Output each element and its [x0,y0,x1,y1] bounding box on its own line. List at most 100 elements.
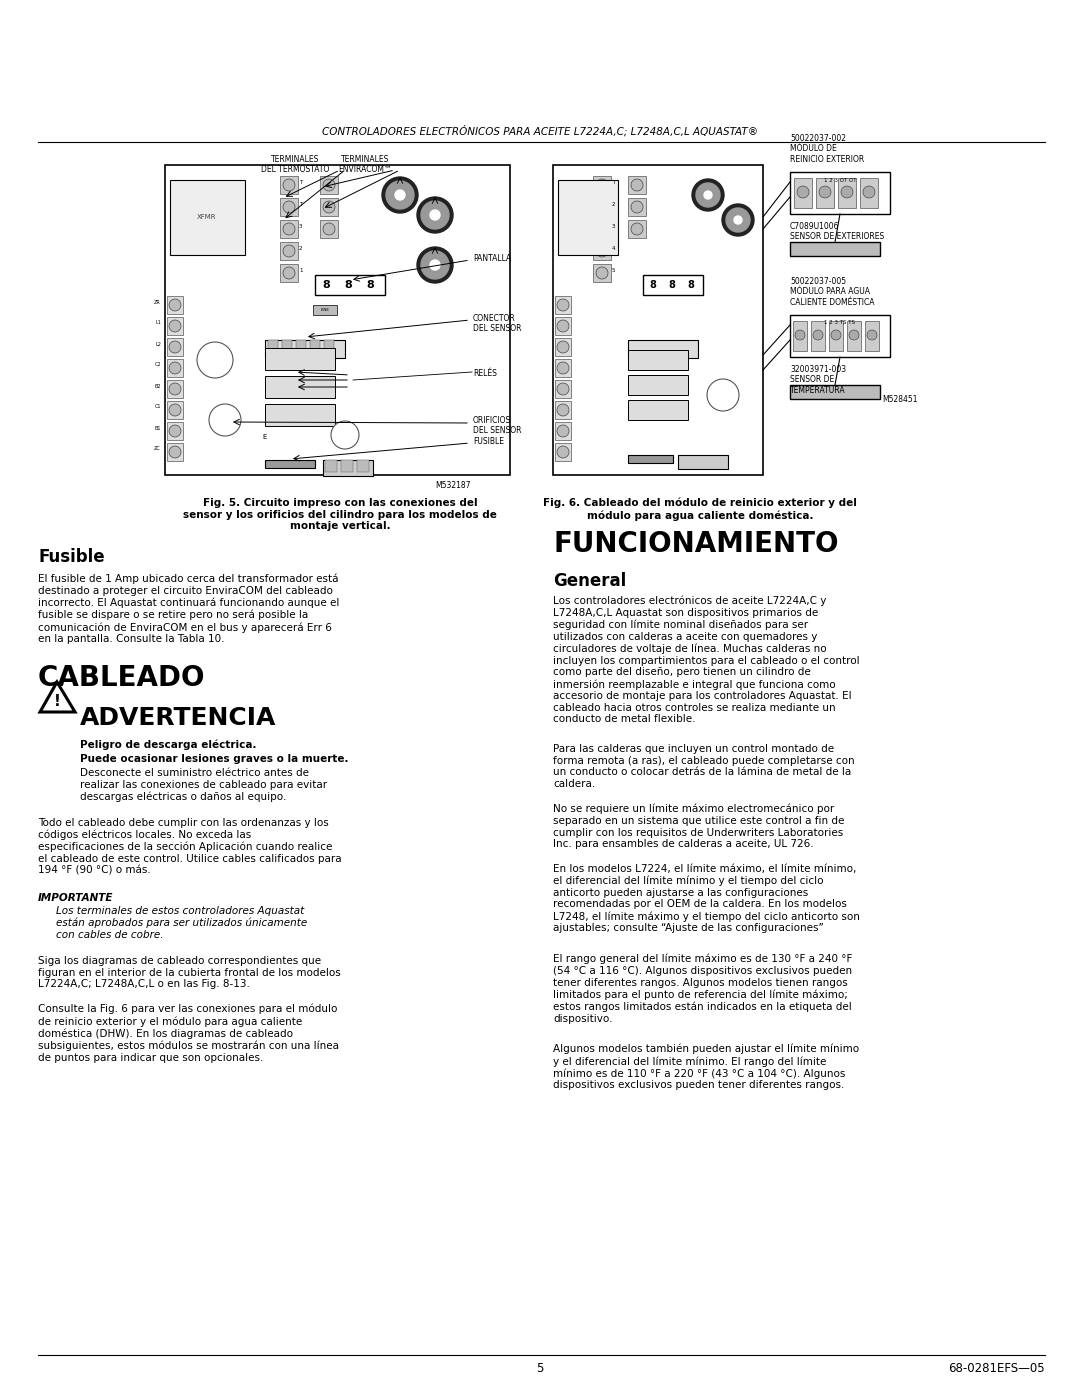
Bar [555,443,571,461]
Text: 4: 4 [612,246,616,250]
Text: FUNCIONAMIENTO: FUNCIONAMIENTO [553,529,838,557]
Text: ORIFICIOS
DEL SENSOR: ORIFICIOS DEL SENSOR [473,416,522,436]
Circle shape [323,224,335,235]
Bar [357,460,369,472]
Circle shape [168,299,181,312]
Bar [860,177,878,208]
Circle shape [631,201,643,212]
Circle shape [168,383,181,395]
Bar [555,422,571,440]
Bar [265,404,335,426]
Circle shape [395,190,405,200]
Text: L2: L2 [156,341,161,346]
Bar [280,176,298,194]
Bar [265,376,335,398]
Text: RELÉS: RELÉS [473,369,497,379]
Circle shape [696,183,720,207]
Bar [265,339,345,358]
Bar [170,180,245,256]
Text: Los controladores electrónicos de aceite L7224A,C y
L7248A,C,L Aquastat son disp: Los controladores electrónicos de aceite… [553,597,860,724]
Bar [593,198,611,217]
Text: 3: 3 [612,224,616,229]
Bar [789,314,890,358]
Circle shape [596,224,608,235]
Text: Peligro de descarga eléctrica.: Peligro de descarga eléctrica. [80,740,257,750]
Text: 50022037-005
MÓDULO PARA AGUA
CALIENTE DOMÉSTICA: 50022037-005 MÓDULO PARA AGUA CALIENTE D… [789,277,875,307]
Circle shape [168,320,181,332]
Bar [627,176,646,194]
Text: 5: 5 [537,1362,543,1375]
Bar [593,176,611,194]
Text: L1: L1 [156,320,161,326]
Bar [811,321,825,351]
Bar [555,296,571,314]
Circle shape [168,362,181,374]
Circle shape [596,179,608,191]
Text: 50022037-002
MÓDULO DE
REINICIO EXTERIOR: 50022037-002 MÓDULO DE REINICIO EXTERIOR [789,134,864,163]
Text: B2: B2 [154,384,161,388]
Bar [324,339,334,353]
Text: 8: 8 [688,279,694,291]
Text: Fusible: Fusible [38,548,105,566]
Text: IMPORTANTE: IMPORTANTE [38,893,113,902]
Circle shape [734,217,742,224]
Bar [268,339,278,353]
Circle shape [726,208,750,232]
Text: Puede ocasionar lesiones graves o la muerte.: Puede ocasionar lesiones graves o la mue… [80,754,349,764]
Text: E: E [262,434,267,440]
Circle shape [283,267,295,279]
Circle shape [831,330,841,339]
Text: ZC: ZC [154,447,161,451]
Bar [323,460,373,476]
Circle shape [283,179,295,191]
Text: Los terminales de estos controladores Aquastat
están aprobados para ser utilizad: Los terminales de estos controladores Aq… [56,907,307,940]
Bar [320,198,338,217]
Circle shape [430,210,440,219]
Bar [555,380,571,398]
Circle shape [210,404,241,436]
Text: Desconecte el suministro eléctrico antes de
realizar las conexiones de cableado : Desconecte el suministro eléctrico antes… [80,768,327,802]
Circle shape [849,330,859,339]
Text: TERMINALES
DEL TERMOSTATO: TERMINALES DEL TERMOSTATO [260,155,329,175]
Bar [320,219,338,237]
Circle shape [813,330,823,339]
Circle shape [382,177,418,212]
Text: C7089U1006
SENSOR DE EXTERIORES: C7089U1006 SENSOR DE EXTERIORES [789,222,885,242]
Bar [280,242,298,260]
Bar [265,348,335,370]
Bar [313,305,337,314]
Bar [555,338,571,356]
Bar [627,400,688,420]
Circle shape [283,224,295,235]
Text: T: T [299,179,302,184]
Text: 8: 8 [345,279,352,291]
Bar [265,460,315,468]
Text: XFMR: XFMR [198,214,217,219]
Circle shape [557,404,569,416]
Bar [678,455,728,469]
Text: El fusible de 1 Amp ubicado cerca del transformador está
destinado a proteger el: El fusible de 1 Amp ubicado cerca del tr… [38,574,339,644]
Text: 8: 8 [322,279,329,291]
Circle shape [557,341,569,353]
Bar [627,374,688,395]
Text: General: General [553,571,626,590]
Bar [553,165,762,475]
Bar [167,401,183,419]
Circle shape [704,191,712,198]
Text: 5: 5 [612,267,616,272]
Text: M532187: M532187 [435,481,471,490]
Text: Para las calderas que incluyen un control montado de
forma remota (a ras), el ca: Para las calderas que incluyen un contro… [553,745,854,789]
Bar [167,359,183,377]
Circle shape [692,179,724,211]
Bar [315,275,384,295]
Bar [555,317,571,335]
Bar [296,339,306,353]
Bar [167,317,183,335]
Circle shape [168,446,181,458]
Circle shape [417,197,453,233]
Circle shape [867,330,877,339]
Circle shape [417,247,453,284]
Bar [167,296,183,314]
Text: T: T [612,179,616,184]
Text: 8: 8 [669,279,675,291]
